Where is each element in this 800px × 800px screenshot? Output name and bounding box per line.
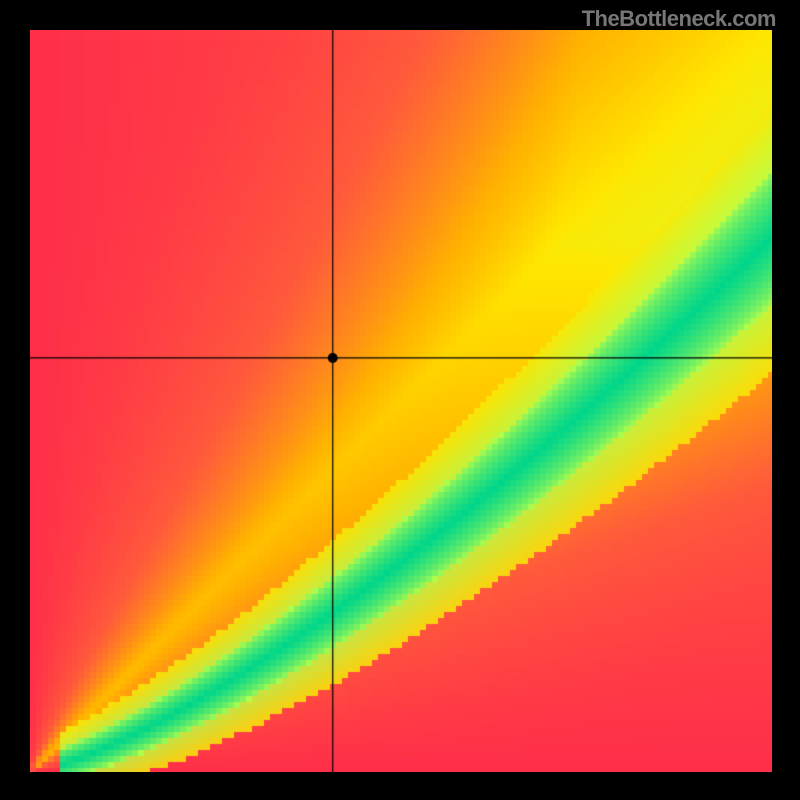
watermark-text: TheBottleneck.com: [582, 6, 776, 32]
bottleneck-heatmap: [30, 30, 772, 772]
